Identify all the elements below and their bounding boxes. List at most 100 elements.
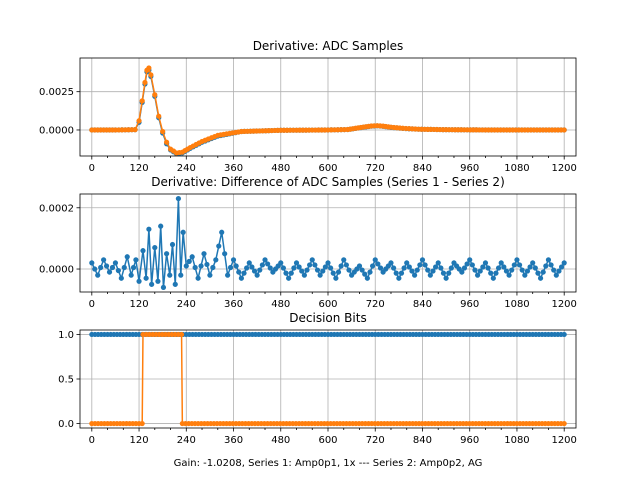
data-point <box>101 257 107 263</box>
x-tick-label: 240 <box>177 299 196 310</box>
data-point <box>280 265 286 271</box>
y-tick-label: 0.0 <box>58 419 74 430</box>
x-tick-label: 0 <box>89 163 95 174</box>
data-point <box>169 241 176 248</box>
data-point <box>404 260 410 266</box>
data-point <box>103 263 110 269</box>
data-point <box>249 264 255 270</box>
y-tick-label: 1.0 <box>58 330 74 341</box>
data-point <box>160 284 167 291</box>
axes-2: 0 120 240 360 480 600 720 840 960 1080 1200 0.0000 0… <box>39 175 577 310</box>
data-point <box>195 275 201 281</box>
data-point <box>219 229 225 235</box>
data-point <box>155 278 161 284</box>
data-point <box>522 272 528 278</box>
x-tick-label: 360 <box>224 435 243 446</box>
data-point <box>485 265 491 271</box>
data-point <box>370 263 376 269</box>
data-point <box>307 262 313 268</box>
data-point <box>490 275 496 281</box>
data-point <box>532 265 538 271</box>
data-point <box>106 269 113 275</box>
data-point <box>433 264 439 270</box>
data-point <box>377 265 384 271</box>
data-point <box>514 257 520 263</box>
series-difference <box>89 195 567 291</box>
x-tick-label: 1080 <box>504 163 529 174</box>
data-point <box>524 268 531 274</box>
data-point <box>561 420 567 427</box>
x-tick-label: 840 <box>413 299 432 310</box>
data-point <box>259 262 265 268</box>
data-point <box>341 257 347 263</box>
data-point <box>254 272 260 278</box>
data-point <box>164 139 170 145</box>
data-point <box>401 265 407 271</box>
x-tick-label: 0 <box>89 435 95 446</box>
data-point <box>288 270 294 276</box>
data-point <box>172 281 178 287</box>
data-point <box>330 270 336 276</box>
data-point <box>227 264 234 271</box>
data-point <box>422 262 428 268</box>
x-tick-label: 0 <box>89 299 95 310</box>
data-point <box>265 261 271 267</box>
data-point <box>139 420 145 427</box>
data-point <box>198 263 204 269</box>
data-point <box>346 267 352 273</box>
data-point <box>222 251 228 257</box>
data-point <box>293 260 300 266</box>
data-point <box>412 272 418 278</box>
data-point <box>561 127 567 133</box>
data-point <box>480 264 486 270</box>
data-point <box>561 260 567 266</box>
x-tick-label: 240 <box>177 163 196 174</box>
data-point <box>482 260 489 266</box>
data-point <box>430 268 436 274</box>
data-point <box>488 270 494 276</box>
data-point <box>375 261 381 267</box>
data-point <box>291 265 297 271</box>
data-point <box>299 268 305 274</box>
data-point <box>359 267 365 273</box>
x-tick-label: 480 <box>271 299 290 310</box>
data-point <box>204 261 210 268</box>
y-tick-label: 0.0025 <box>39 87 74 98</box>
data-point <box>335 269 342 275</box>
data-point <box>189 254 195 260</box>
data-point <box>543 263 549 269</box>
data-point <box>225 272 231 278</box>
data-point <box>417 262 423 268</box>
x-tick-label: 600 <box>318 299 337 310</box>
x-tick-label: 960 <box>460 299 479 310</box>
x-tick-label: 1200 <box>551 435 576 446</box>
chart-title: Decision Bits <box>289 311 366 325</box>
data-point <box>133 257 139 263</box>
data-point <box>469 262 475 268</box>
data-point <box>446 270 452 276</box>
data-point <box>118 275 124 281</box>
data-point <box>501 264 507 270</box>
data-point <box>304 267 310 273</box>
data-point <box>388 260 394 266</box>
x-tick-label: 720 <box>366 435 385 446</box>
data-point <box>509 267 515 273</box>
series-series-2 <box>89 331 567 427</box>
data-point <box>216 243 222 249</box>
x-tick-label: 840 <box>413 163 432 174</box>
data-point <box>136 278 142 284</box>
data-point <box>156 113 162 119</box>
y-tick-label: 0.5 <box>58 375 74 386</box>
data-point <box>149 281 155 287</box>
data-point <box>128 272 134 278</box>
data-point <box>511 262 517 268</box>
data-point <box>343 262 349 268</box>
data-point <box>356 263 363 269</box>
data-point <box>132 127 138 133</box>
data-point <box>241 270 247 276</box>
data-point <box>152 92 158 98</box>
data-point <box>136 118 142 124</box>
data-point <box>435 260 441 266</box>
x-tick-label: 1200 <box>551 163 576 174</box>
